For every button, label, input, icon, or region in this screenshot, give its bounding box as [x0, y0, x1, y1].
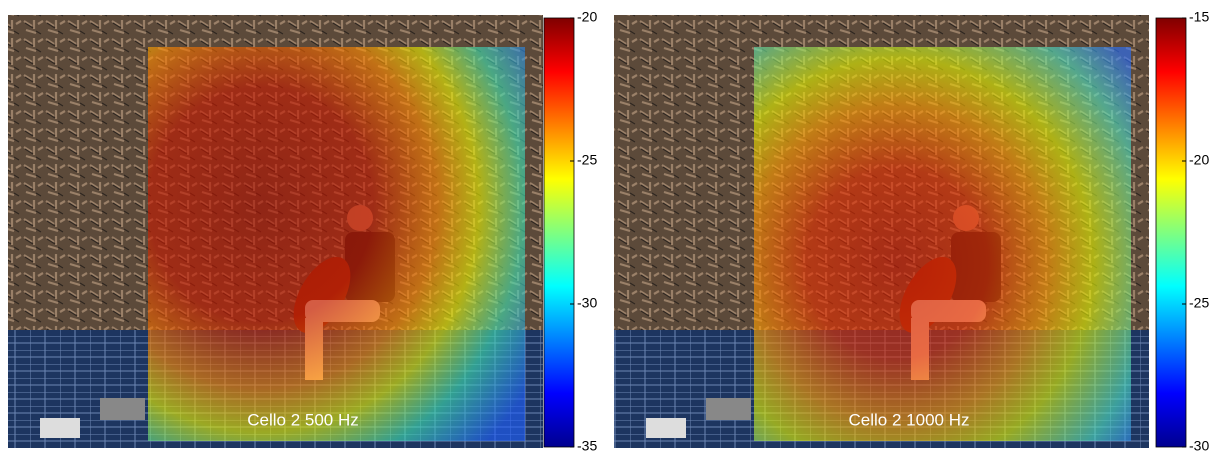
colorbar-tick-label: -15	[1189, 9, 1209, 25]
colorbar-tick-label: -25	[577, 152, 597, 168]
colorbar	[1156, 18, 1186, 447]
colorbar-tick-label: -20	[1189, 152, 1209, 168]
caption: Cello 2 500 Hz	[247, 410, 359, 429]
colorbar-tick-label: -35	[577, 438, 597, 452]
floor-device	[646, 418, 686, 438]
floor-device	[100, 398, 145, 420]
figure: Cello 2 500 Hz-35-30-25-20Cello 2 1000 H…	[0, 0, 1215, 452]
colorbar	[544, 18, 574, 447]
panel: Cello 2 500 Hz -35 -30 -25 -20	[8, 9, 597, 452]
caption: Cello 2 1000 Hz	[849, 410, 970, 429]
heatmap-overlay	[754, 47, 1131, 441]
colorbar-tick-label: -30	[577, 295, 597, 311]
panel: Cello 2 1000 Hz -30 -25 -20 -15	[614, 9, 1209, 452]
floor-device	[706, 398, 751, 420]
floor-device	[40, 418, 80, 438]
heatmap-overlay	[148, 47, 525, 441]
colorbar-tick-label: -25	[1189, 295, 1209, 311]
colorbar-tick-label: -30	[1189, 438, 1209, 452]
colorbar-tick-label: -20	[577, 9, 597, 25]
